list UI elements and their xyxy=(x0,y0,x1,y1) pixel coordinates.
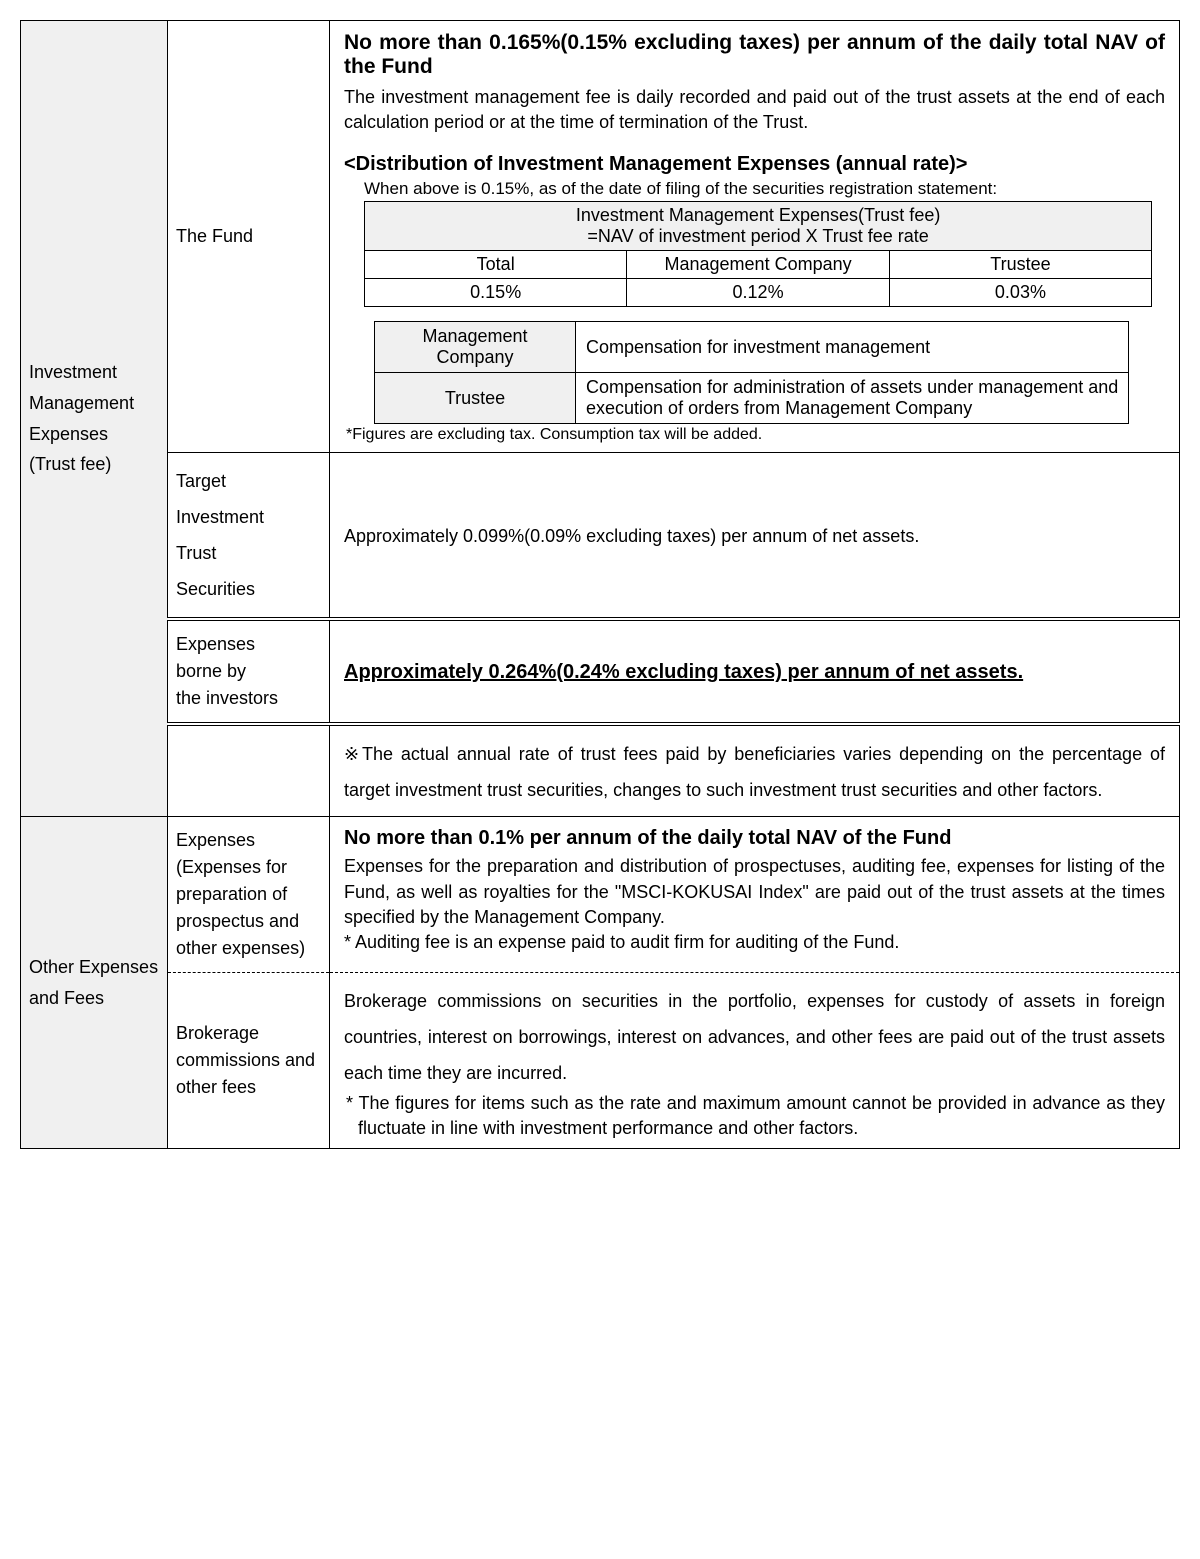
trust-fee-v3: 0.03% xyxy=(889,279,1151,307)
sec2-r1-head: No more than 0.1% per annum of the daily… xyxy=(344,827,1165,850)
trust-fee-h2: Management Company xyxy=(627,251,889,279)
sec2-r1-main: No more than 0.1% per annum of the daily… xyxy=(330,817,1180,973)
trust-fee-table: Investment Management Expenses(Trust fee… xyxy=(364,201,1152,307)
sec2-r1-para: Expenses for the preparation and distrib… xyxy=(344,854,1165,930)
sec1-r2-main: Approximately 0.099%(0.09% excluding tax… xyxy=(330,453,1180,620)
trust-fee-v1: 0.15% xyxy=(365,279,627,307)
sec1-r3-sub-l2: borne by xyxy=(176,661,246,681)
sec1-r4-text: ※The actual annual rate of trust fees pa… xyxy=(344,736,1165,808)
sec2-row-brokerage: Brokerage commissions and other fees Bro… xyxy=(21,973,1180,1149)
sec1-r3-sub-l1: Expenses xyxy=(176,634,255,654)
fees-table: Investment Management Expenses (Trust fe… xyxy=(20,20,1180,1149)
trust-fee-v2: 0.12% xyxy=(627,279,889,307)
sec1-r3-text: Approximately 0.264%(0.24% excluding tax… xyxy=(344,661,1165,684)
sec1-r2-sub-l3: Trust xyxy=(176,543,216,563)
sec1-r2-sub-l4: Securities xyxy=(176,579,255,599)
trust-fee-header: Investment Management Expenses(Trust fee… xyxy=(365,202,1152,251)
sec2-r2-foot: * The figures for items such as the rate… xyxy=(344,1091,1165,1140)
sec1-r4-sub-empty xyxy=(168,724,330,817)
sec2-r2-para: Brokerage commissions on securities in t… xyxy=(344,983,1165,1091)
sec1-r2-sub: Target Investment Trust Securities xyxy=(168,453,330,620)
sec2-r2-main: Brokerage commissions on securities in t… xyxy=(330,973,1180,1149)
sec2-r1-foot: * Auditing fee is an expense paid to aud… xyxy=(344,930,1165,955)
sec1-r1-head: No more than 0.165%(0.15% excluding taxe… xyxy=(344,31,1165,79)
sec1-r1-dist-note: When above is 0.15%, as of the date of f… xyxy=(344,178,1165,201)
sec2-row-exp: Other Expenses and Fees Expenses (Expens… xyxy=(21,817,1180,973)
sec1-row-note: ※The actual annual rate of trust fees pa… xyxy=(21,724,1180,817)
sec1-r1-para: The investment management fee is daily r… xyxy=(344,85,1165,135)
sec1-r3-sub-l3: the investors xyxy=(176,688,278,708)
sec1-row-borne: Expenses borne by the investors Approxim… xyxy=(21,619,1180,724)
sec1-r3-main: Approximately 0.264%(0.24% excluding tax… xyxy=(330,619,1180,724)
sec1-r1-main: No more than 0.165%(0.15% excluding taxe… xyxy=(330,21,1180,453)
sec1-r2-sub-l2: Investment xyxy=(176,507,264,527)
sec2-r2-sub: Brokerage commissions and other fees xyxy=(168,973,330,1149)
comp-r2-r: Compensation for administration of asset… xyxy=(576,373,1129,424)
sec2-category: Other Expenses and Fees xyxy=(21,817,168,1149)
trust-fee-top1: Investment Management Expenses(Trust fee… xyxy=(576,205,941,225)
sec2-r1-sub: Expenses (Expenses for preparation of pr… xyxy=(168,817,330,973)
sec1-r3-sub: Expenses borne by the investors xyxy=(168,619,330,724)
comp-r1-r: Compensation for investment management xyxy=(576,322,1129,373)
trust-fee-h1: Total xyxy=(365,251,627,279)
sec1-r2-sub-l1: Target xyxy=(176,471,226,491)
trust-fee-h3: Trustee xyxy=(889,251,1151,279)
sec1-category: Investment Management Expenses (Trust fe… xyxy=(21,21,168,817)
sec1-r1-sub: The Fund xyxy=(168,21,330,453)
sec1-r1-foot: *Figures are excluding tax. Consumption … xyxy=(346,426,1165,444)
sec1-r1-dist-title: <Distribution of Investment Management E… xyxy=(344,153,1165,176)
comp-r2-l: Trustee xyxy=(375,373,576,424)
sec1-r4-main: ※The actual annual rate of trust fees pa… xyxy=(330,724,1180,817)
sec1-row-fund: Investment Management Expenses (Trust fe… xyxy=(21,21,1180,453)
compensation-table: Management Company Compensation for inve… xyxy=(374,321,1129,424)
sec1-r2-text: Approximately 0.099%(0.09% excluding tax… xyxy=(344,524,1165,549)
sec1-row-target: Target Investment Trust Securities Appro… xyxy=(21,453,1180,620)
comp-r1-l: Management Company xyxy=(375,322,576,373)
trust-fee-top2: =NAV of investment period X Trust fee ra… xyxy=(587,226,928,246)
